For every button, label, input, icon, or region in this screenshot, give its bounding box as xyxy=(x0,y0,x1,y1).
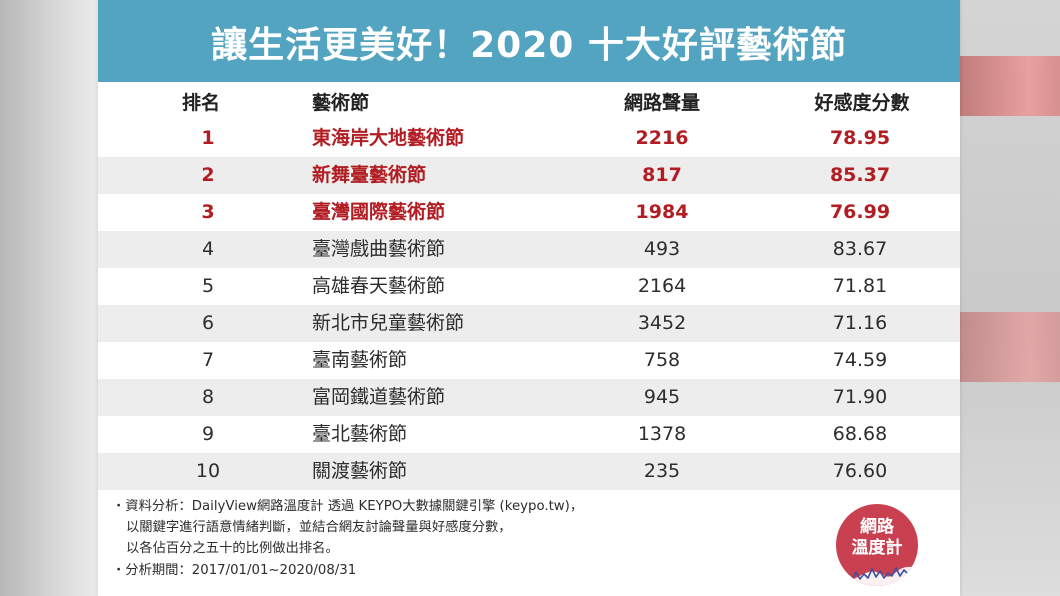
table-body: 1 東海岸大地藝術節 2216 78.95 2 新舞臺藝術節 817 85.37… xyxy=(98,120,960,490)
rank-column-header: 排名 xyxy=(182,92,221,114)
table-row: 2 新舞臺藝術節 817 85.37 xyxy=(98,157,960,194)
volume-cell: 2164 xyxy=(637,275,687,297)
rank-cell: 7 xyxy=(201,349,215,371)
festival-cell: 臺灣國際藝術節 xyxy=(312,201,446,223)
logo-line-2: 溫度計 xyxy=(851,538,903,558)
table-row: 1 東海岸大地藝術節 2216 78.95 xyxy=(98,120,960,157)
ranking-card: 讓生活更美好！2020 十大好評藝術節 排名 藝術節 網路聲量 好感度分數 1 … xyxy=(98,0,960,596)
festival-cell: 臺南藝術節 xyxy=(312,349,408,371)
volume-column-header: 網路聲量 xyxy=(623,92,700,114)
festival-cell: 新舞臺藝術節 xyxy=(312,164,427,186)
rank-cell: 3 xyxy=(201,201,215,223)
festival-column-header: 藝術節 xyxy=(312,92,370,114)
table-row: 10 關渡藝術節 235 76.60 xyxy=(98,453,960,490)
festival-cell: 新北市兒童藝術節 xyxy=(312,312,465,334)
rank-cell: 8 xyxy=(201,386,215,408)
score-cell: 71.81 xyxy=(832,275,888,297)
score-column-header: 好感度分數 xyxy=(814,92,910,114)
left-background-edge xyxy=(0,0,98,596)
festival-cell: 東海岸大地藝術節 xyxy=(312,127,465,149)
table-header-row: 排名 藝術節 網路聲量 好感度分數 xyxy=(98,84,960,122)
right-pink-band-top xyxy=(958,56,1060,116)
rank-cell: 6 xyxy=(201,312,215,334)
table-row: 5 高雄春天藝術節 2164 71.81 xyxy=(98,268,960,305)
volume-cell: 235 xyxy=(643,460,681,482)
dailyview-logo: 網路 溫度計 xyxy=(836,504,918,586)
score-cell: 68.68 xyxy=(832,423,888,445)
score-cell: 83.67 xyxy=(832,238,888,260)
table-row: 3 臺灣國際藝術節 1984 76.99 xyxy=(98,194,960,231)
table-row: 6 新北市兒童藝術節 3452 71.16 xyxy=(98,305,960,342)
methodology-notes: ・資料分析：DailyView網路溫度計 透過 KEYPO大數據關鍵引擎 (ke… xyxy=(112,498,812,590)
festival-cell: 高雄春天藝術節 xyxy=(312,275,446,297)
rank-cell: 9 xyxy=(201,423,215,445)
score-cell: 85.37 xyxy=(829,164,891,186)
table-row: 9 臺北藝術節 1378 68.68 xyxy=(98,416,960,453)
methodology-line: 以關鍵字進行語意情緒判斷，並結合網友討論聲量與好感度分數， xyxy=(126,520,512,535)
analysis-period-line: ・分析期間：2017/01/01~2020/08/31 xyxy=(112,563,357,578)
festival-cell: 關渡藝術節 xyxy=(312,460,408,482)
volume-cell: 3452 xyxy=(637,312,687,334)
page-title: 讓生活更美好！2020 十大好評藝術節 xyxy=(211,25,847,66)
volume-cell: 758 xyxy=(643,349,681,371)
rank-cell: 4 xyxy=(201,238,215,260)
rank-cell: 10 xyxy=(195,460,221,482)
score-cell: 76.99 xyxy=(829,201,891,223)
volume-cell: 1984 xyxy=(635,201,689,223)
volume-cell: 817 xyxy=(642,164,682,186)
score-cell: 76.60 xyxy=(832,460,888,482)
rank-cell: 1 xyxy=(201,127,215,149)
score-cell: 71.90 xyxy=(832,386,888,408)
festival-cell: 臺北藝術節 xyxy=(312,423,408,445)
logo-line-1: 網路 xyxy=(860,517,894,537)
methodology-line: ・資料分析：DailyView網路溫度計 透過 KEYPO大數據關鍵引擎 (ke… xyxy=(112,499,584,514)
rank-cell: 2 xyxy=(201,164,215,186)
volume-cell: 1378 xyxy=(637,423,687,445)
title-banner: 讓生活更美好！2020 十大好評藝術節 xyxy=(98,0,960,82)
festival-cell: 富岡鐵道藝術節 xyxy=(312,386,446,408)
rank-cell: 5 xyxy=(201,275,215,297)
volume-cell: 493 xyxy=(643,238,681,260)
table-row: 8 富岡鐵道藝術節 945 71.90 xyxy=(98,379,960,416)
score-cell: 78.95 xyxy=(829,127,891,149)
festival-cell: 臺灣戲曲藝術節 xyxy=(312,238,446,260)
right-pink-band-bottom xyxy=(958,312,1060,382)
volume-cell: 2216 xyxy=(635,127,689,149)
ranking-table: 排名 藝術節 網路聲量 好感度分數 1 東海岸大地藝術節 2216 78.95 … xyxy=(98,84,960,490)
score-cell: 71.16 xyxy=(832,312,888,334)
volume-cell: 945 xyxy=(643,386,681,408)
table-row: 4 臺灣戲曲藝術節 493 83.67 xyxy=(98,231,960,268)
methodology-line: 以各佔百分之五十的比例做出排名。 xyxy=(126,541,339,556)
right-background-edge xyxy=(958,0,1060,596)
logo-wave-icon xyxy=(836,566,918,586)
table-row: 7 臺南藝術節 758 74.59 xyxy=(98,342,960,379)
score-cell: 74.59 xyxy=(832,349,888,371)
